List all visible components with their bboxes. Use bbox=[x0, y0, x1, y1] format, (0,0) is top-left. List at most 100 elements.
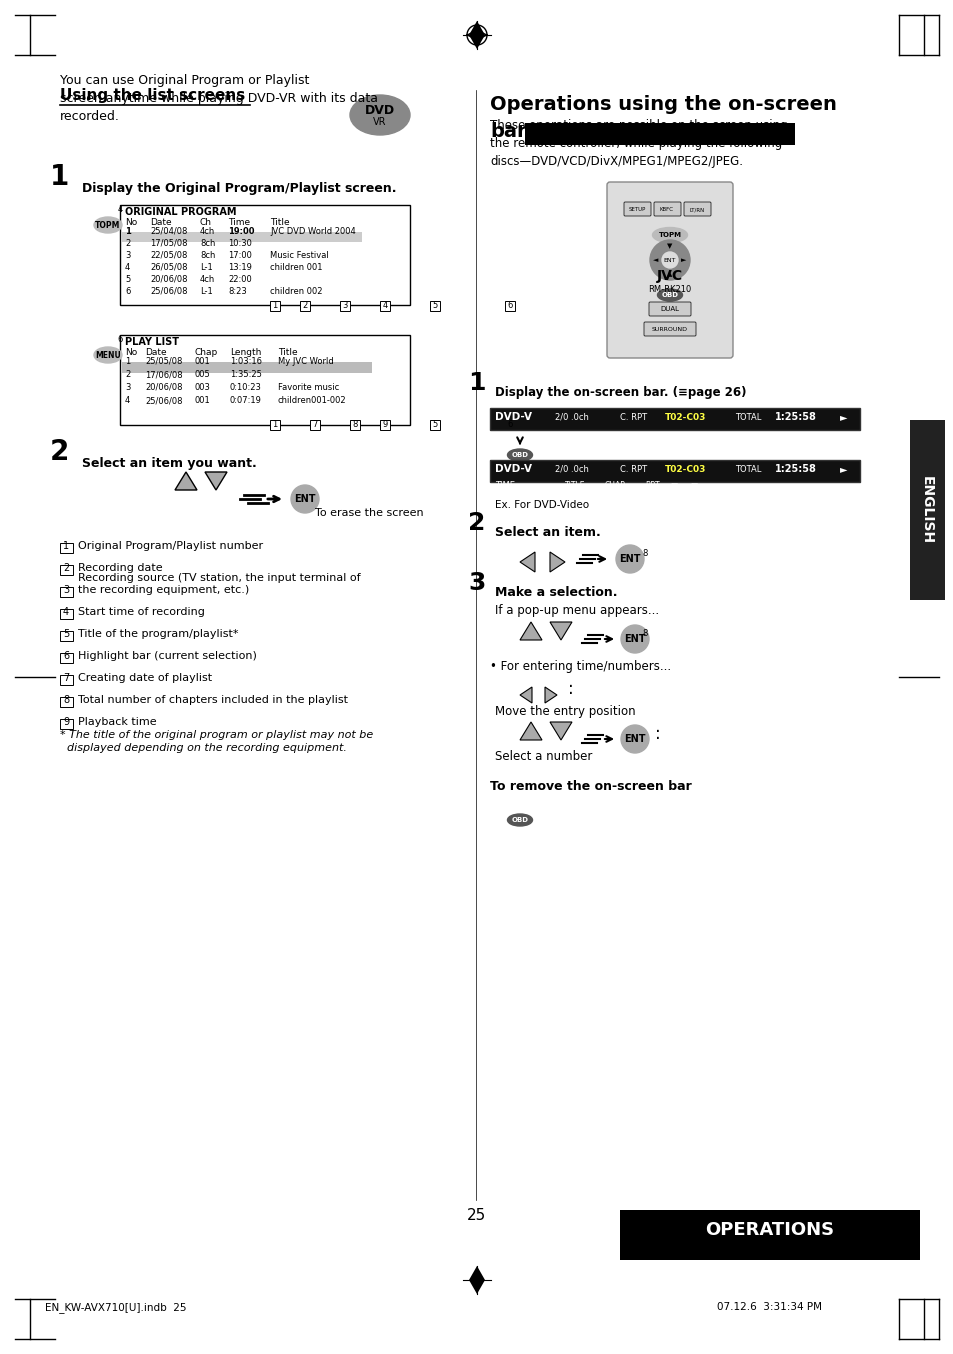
Circle shape bbox=[620, 626, 648, 653]
Text: DVD: DVD bbox=[365, 103, 395, 116]
FancyBboxPatch shape bbox=[60, 719, 73, 728]
Text: 8: 8 bbox=[63, 695, 69, 705]
Text: L-1: L-1 bbox=[200, 287, 213, 297]
Text: 22:00: 22:00 bbox=[228, 275, 252, 284]
Text: TOTAL: TOTAL bbox=[734, 413, 760, 422]
Text: Title: Title bbox=[270, 218, 290, 227]
Text: DVD-V: DVD-V bbox=[495, 412, 532, 422]
Text: To remove the on-screen bar: To remove the on-screen bar bbox=[490, 780, 691, 793]
Text: 25/05/08: 25/05/08 bbox=[145, 357, 182, 366]
Text: 003: 003 bbox=[194, 383, 211, 393]
Text: ◄: ◄ bbox=[653, 257, 658, 263]
FancyBboxPatch shape bbox=[60, 631, 73, 640]
Text: If a pop-up menu appears...: If a pop-up menu appears... bbox=[495, 604, 659, 617]
Text: 3: 3 bbox=[125, 250, 131, 260]
Text: • For entering time/numbers...: • For entering time/numbers... bbox=[490, 659, 670, 673]
Text: 6: 6 bbox=[507, 420, 512, 429]
Text: 6: 6 bbox=[507, 301, 512, 310]
Text: TOPM: TOPM bbox=[658, 232, 680, 238]
Text: C. RPT: C. RPT bbox=[619, 464, 646, 474]
Text: DVD-V: DVD-V bbox=[495, 464, 532, 474]
Text: OBD: OBD bbox=[660, 292, 678, 298]
Text: JVC DVD World 2004: JVC DVD World 2004 bbox=[270, 227, 355, 236]
Text: 2: 2 bbox=[50, 437, 70, 466]
Text: 9: 9 bbox=[63, 718, 69, 727]
Text: 26/05/08: 26/05/08 bbox=[150, 263, 188, 272]
Circle shape bbox=[661, 252, 678, 268]
Text: 3: 3 bbox=[63, 585, 69, 594]
Text: ENT: ENT bbox=[294, 494, 315, 504]
Polygon shape bbox=[469, 1266, 484, 1294]
Text: 25: 25 bbox=[467, 1208, 486, 1223]
FancyBboxPatch shape bbox=[60, 588, 73, 597]
Text: TITLE►: TITLE► bbox=[564, 481, 591, 490]
FancyBboxPatch shape bbox=[648, 302, 690, 315]
Text: Start time of recording: Start time of recording bbox=[78, 607, 205, 617]
Text: Length: Length bbox=[230, 348, 261, 357]
Text: Recording source (TV station, the input terminal of
the recording equipment, etc: Recording source (TV station, the input … bbox=[78, 573, 360, 594]
FancyBboxPatch shape bbox=[490, 460, 859, 482]
FancyBboxPatch shape bbox=[623, 202, 650, 217]
Text: Chap: Chap bbox=[194, 348, 218, 357]
Circle shape bbox=[616, 546, 643, 573]
FancyBboxPatch shape bbox=[60, 565, 73, 575]
Text: RM-RK210: RM-RK210 bbox=[648, 284, 691, 294]
Text: Ex. For DVD-Video: Ex. For DVD-Video bbox=[495, 500, 589, 510]
Ellipse shape bbox=[657, 288, 681, 301]
Text: 17/06/08: 17/06/08 bbox=[145, 370, 182, 379]
Polygon shape bbox=[550, 552, 564, 571]
FancyBboxPatch shape bbox=[339, 301, 350, 311]
Text: Date: Date bbox=[145, 348, 167, 357]
Text: 25/06/08: 25/06/08 bbox=[150, 287, 188, 297]
Text: OPERATIONS: OPERATIONS bbox=[704, 1221, 834, 1239]
Polygon shape bbox=[550, 722, 572, 741]
FancyBboxPatch shape bbox=[122, 232, 361, 242]
Text: TOPM: TOPM bbox=[95, 221, 121, 229]
Text: 5: 5 bbox=[125, 275, 131, 284]
Text: 1:35:25: 1:35:25 bbox=[230, 370, 262, 379]
Polygon shape bbox=[519, 722, 541, 741]
Text: 19:00: 19:00 bbox=[228, 227, 254, 236]
Text: 4: 4 bbox=[382, 301, 387, 310]
Text: 6: 6 bbox=[117, 334, 123, 344]
Text: 🎵: 🎵 bbox=[709, 483, 714, 490]
FancyBboxPatch shape bbox=[350, 420, 359, 431]
Text: No: No bbox=[125, 348, 137, 357]
FancyBboxPatch shape bbox=[504, 301, 515, 311]
Text: 4: 4 bbox=[63, 607, 69, 617]
Text: SETUP: SETUP bbox=[628, 207, 645, 213]
FancyBboxPatch shape bbox=[683, 202, 710, 217]
Text: Recording date: Recording date bbox=[78, 563, 162, 573]
Text: 2/0 .0ch: 2/0 .0ch bbox=[555, 464, 588, 474]
Text: ►: ► bbox=[840, 412, 846, 422]
FancyBboxPatch shape bbox=[430, 420, 439, 431]
Text: 3: 3 bbox=[342, 301, 347, 310]
FancyBboxPatch shape bbox=[310, 420, 319, 431]
FancyBboxPatch shape bbox=[430, 301, 439, 311]
Text: You can use Original Program or Playlist
screen anytime while playing DVD-VR wit: You can use Original Program or Playlist… bbox=[60, 74, 377, 123]
Text: Operations using the on-screen: Operations using the on-screen bbox=[490, 95, 836, 114]
Text: Original Program/Playlist number: Original Program/Playlist number bbox=[78, 542, 263, 551]
Text: Using the list screens: Using the list screens bbox=[60, 88, 245, 103]
Text: 8ch: 8ch bbox=[200, 250, 215, 260]
Text: TIME: TIME bbox=[495, 481, 515, 490]
Text: T02-C03: T02-C03 bbox=[664, 464, 705, 474]
Text: ORIGINAL PROGRAM: ORIGINAL PROGRAM bbox=[125, 207, 236, 217]
Text: 0:07:19: 0:07:19 bbox=[230, 395, 262, 405]
Text: 22/05/08: 22/05/08 bbox=[150, 250, 187, 260]
Text: Select an item you want.: Select an item you want. bbox=[82, 458, 256, 470]
FancyBboxPatch shape bbox=[490, 408, 859, 431]
Text: 4: 4 bbox=[117, 204, 123, 214]
Text: JVC: JVC bbox=[657, 269, 682, 283]
Text: :: : bbox=[655, 724, 660, 743]
FancyBboxPatch shape bbox=[60, 543, 73, 552]
Text: 2: 2 bbox=[468, 510, 485, 535]
Text: Title: Title bbox=[277, 348, 297, 357]
Text: 5: 5 bbox=[63, 630, 69, 639]
Text: CHAP►: CHAP► bbox=[604, 481, 631, 490]
Text: 6: 6 bbox=[63, 651, 69, 661]
FancyBboxPatch shape bbox=[60, 653, 73, 663]
Text: PLAY LIST: PLAY LIST bbox=[125, 337, 179, 347]
Text: Date: Date bbox=[150, 218, 172, 227]
FancyBboxPatch shape bbox=[379, 420, 390, 431]
